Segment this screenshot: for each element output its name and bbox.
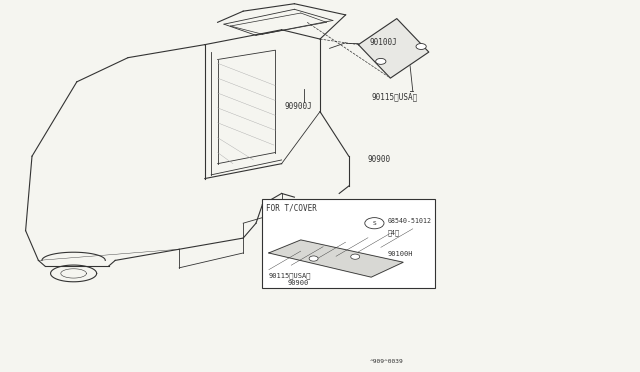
Text: 90900: 90900 <box>368 155 391 164</box>
Circle shape <box>309 256 318 261</box>
Text: FOR T/COVER: FOR T/COVER <box>266 204 316 213</box>
Text: ^909^0039: ^909^0039 <box>369 359 403 364</box>
Text: 90115〈USA〉: 90115〈USA〉 <box>269 272 311 279</box>
Circle shape <box>416 44 426 49</box>
Circle shape <box>365 218 384 229</box>
Text: 90900: 90900 <box>288 280 309 286</box>
Text: 90900J: 90900J <box>285 102 312 110</box>
Text: 90115〈USA〉: 90115〈USA〉 <box>371 92 417 101</box>
Polygon shape <box>358 19 429 78</box>
Text: 〈4〉: 〈4〉 <box>387 229 399 236</box>
Polygon shape <box>269 240 403 277</box>
Text: 90100J: 90100J <box>370 38 397 46</box>
Text: 90100H: 90100H <box>387 251 413 257</box>
Text: 08540-51012: 08540-51012 <box>387 218 431 224</box>
Circle shape <box>351 254 360 259</box>
Bar <box>262 199 435 288</box>
Text: S: S <box>372 221 376 226</box>
Circle shape <box>376 58 386 64</box>
